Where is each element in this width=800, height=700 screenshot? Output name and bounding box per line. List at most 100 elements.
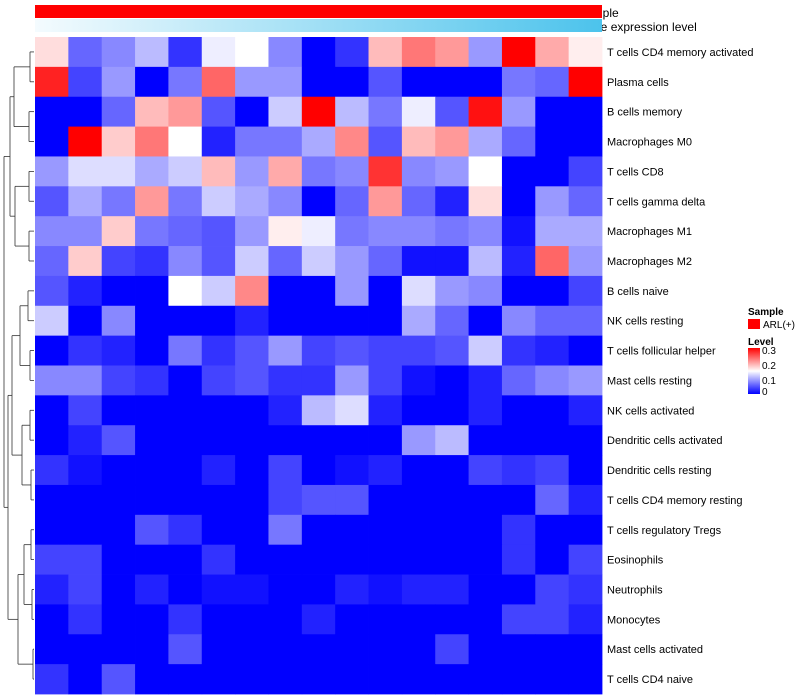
- heatmap-cell: [268, 484, 303, 516]
- heatmap-cell: [268, 634, 303, 665]
- heatmap-cell: [301, 37, 336, 68]
- heatmap-cell: [435, 455, 469, 486]
- heatmap-cell: [535, 455, 570, 486]
- heatmap-cell: [468, 425, 503, 456]
- row-label: Neutrophils: [607, 584, 663, 596]
- heatmap-cell: [401, 275, 436, 307]
- row-label: Eosinophils: [607, 555, 664, 567]
- heatmap-cell: [101, 305, 136, 337]
- heatmap-cell: [201, 634, 236, 665]
- heatmap-cell: [268, 275, 303, 307]
- heatmap-cell: [235, 455, 269, 486]
- heatmap-cell: [135, 664, 169, 695]
- heatmap-cell: [501, 634, 536, 665]
- heatmap-cell: [301, 425, 336, 456]
- heatmap-cell: [435, 484, 469, 516]
- heatmap-cell: [268, 156, 303, 187]
- heatmap-cell: [335, 186, 369, 217]
- heatmap-cell: [501, 96, 536, 127]
- heatmap-cell: [301, 365, 336, 396]
- heatmap-cell: [68, 156, 103, 187]
- heatmap-cell: [101, 544, 136, 575]
- heatmap-cell: [468, 96, 503, 127]
- heatmap-cell: [401, 216, 436, 247]
- row-label: Dendritic cells resting: [607, 465, 712, 477]
- heatmap-cell: [135, 634, 169, 665]
- heatmap-cell: [568, 514, 603, 546]
- row-label: Plasma cells: [607, 77, 669, 89]
- heatmap-cell: [535, 186, 570, 217]
- heatmap-cell: [68, 425, 103, 456]
- heatmap-cell: [301, 664, 336, 695]
- row-label: NK cells activated: [607, 405, 694, 417]
- heatmap-cell: [68, 66, 103, 98]
- heatmap-cell: [468, 604, 503, 635]
- heatmap-cell: [201, 425, 236, 456]
- heatmap-cell: [435, 664, 469, 695]
- heatmap-cell: [201, 484, 236, 516]
- heatmap-cell: [168, 604, 203, 635]
- heatmap-cell: [101, 156, 136, 187]
- heatmap-cell: [235, 305, 269, 337]
- heatmap-cell: [135, 156, 169, 187]
- heatmap-cell: [168, 246, 203, 277]
- heatmap-cell: [168, 425, 203, 456]
- heatmap-cell: [468, 514, 503, 546]
- heatmap-cell: [535, 246, 570, 277]
- heatmap-cell: [268, 514, 303, 546]
- heatmap-cell: [535, 425, 570, 456]
- heatmap-cell: [335, 335, 369, 366]
- heatmap-cell: [435, 126, 469, 157]
- heatmap-cell: [235, 96, 269, 127]
- heatmap-cell: [35, 126, 69, 157]
- heatmap-cell: [135, 335, 169, 366]
- heatmap-cell: [201, 574, 236, 605]
- heatmap-cell: [568, 37, 603, 68]
- heatmap-cell: [35, 305, 69, 337]
- heatmap-cell: [535, 484, 570, 516]
- heatmap-cell: [368, 484, 403, 516]
- heatmap-cell: [301, 96, 336, 127]
- heatmap-cell: [401, 604, 436, 635]
- heatmap-cell: [135, 275, 169, 307]
- heatmap-cell: [501, 186, 536, 217]
- heatmap-cell: [301, 126, 336, 157]
- heatmap-cell: [201, 37, 236, 68]
- heatmap-cell: [68, 514, 103, 546]
- heatmap-cell: [501, 156, 536, 187]
- heatmap-cell: [268, 305, 303, 337]
- level-tick-2: 0.1: [762, 376, 776, 387]
- heatmap-cell: [201, 246, 236, 277]
- heatmap-cell: [101, 484, 136, 516]
- heatmap-cell: [35, 395, 69, 426]
- heatmap-cell: [335, 37, 369, 68]
- heatmap-cell: [535, 395, 570, 426]
- heatmap-cell: [468, 246, 503, 277]
- heatmap-cell: [568, 664, 603, 695]
- heatmap-cell: [435, 395, 469, 426]
- heatmap-cell: [101, 275, 136, 307]
- heatmap-cell: [201, 544, 236, 575]
- heatmap-cell: [168, 186, 203, 217]
- heatmap-cell: [235, 395, 269, 426]
- heatmap-cell: [268, 126, 303, 157]
- heatmap-cell: [135, 604, 169, 635]
- heatmap-cell: [468, 305, 503, 337]
- heatmap-cell: [135, 365, 169, 396]
- heatmap-cell: [368, 664, 403, 695]
- heatmap-cell: [35, 484, 69, 516]
- heatmap-cell: [335, 305, 369, 337]
- heatmap-cell: [535, 634, 570, 665]
- heatmap-cell: [268, 664, 303, 695]
- heatmap-cell: [101, 66, 136, 98]
- heatmap-cell: [568, 96, 603, 127]
- heatmap-cell: [301, 335, 336, 366]
- heatmap-cell: [335, 484, 369, 516]
- heatmap-cell: [35, 37, 69, 68]
- heatmap-cell: [168, 664, 203, 695]
- heatmap-cell: [168, 634, 203, 665]
- heatmap-cell: [68, 246, 103, 277]
- heatmap-cell: [368, 216, 403, 247]
- heatmap-cell: [135, 574, 169, 605]
- heatmap-cell: [535, 335, 570, 366]
